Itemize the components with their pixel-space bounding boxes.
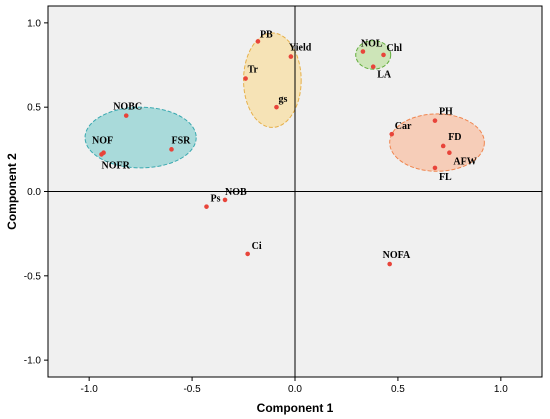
point-label-ph: PH	[439, 107, 453, 118]
point-ph	[432, 118, 438, 123]
point-label-nol: NOL	[361, 39, 383, 50]
point-label-nof: NOF	[92, 136, 113, 147]
point-ci	[245, 251, 250, 257]
point-label-fl: FL	[439, 172, 452, 183]
x-tick-label: -0.5	[183, 384, 201, 395]
y-axis-title: Component 2	[5, 153, 19, 230]
point-fd	[440, 143, 446, 149]
point-label-nobc: NOBC	[113, 102, 142, 113]
cluster-ellipse-1	[84, 106, 197, 169]
point-label-fsr: FSR	[172, 135, 192, 146]
point-label-afw: AFW	[453, 157, 476, 168]
point-fsr	[169, 147, 174, 152]
point-label-tr: Tr	[248, 65, 259, 76]
y-tick-label: 1.0	[27, 18, 41, 29]
x-tick-label: -1.0	[81, 384, 99, 395]
point-gs	[274, 104, 279, 110]
x-axis-title: Component 1	[257, 401, 334, 415]
cluster-ellipse-3	[355, 40, 392, 70]
point-nofr	[99, 152, 104, 157]
point-label-pb: PB	[260, 29, 273, 40]
point-label-fd: FD	[448, 132, 461, 143]
point-label-ci: Ci	[252, 241, 262, 252]
cluster-ellipse-4	[389, 113, 485, 172]
cluster-ellipse-2	[243, 32, 302, 128]
y-tick-label: 0.5	[27, 103, 41, 114]
point-label-chl: Chl	[387, 43, 403, 54]
point-label-nob: NOB	[225, 187, 247, 198]
point-fl	[432, 165, 438, 171]
y-tick-label: 0.0	[27, 187, 41, 198]
y-tick-label: -0.5	[24, 271, 42, 282]
point-label-yield: Yield	[289, 43, 312, 54]
point-nobc	[123, 113, 129, 118]
point-label-ps: Ps	[210, 194, 220, 205]
point-chl	[381, 52, 386, 58]
x-tick-label: 0.5	[391, 384, 405, 395]
point-tr	[243, 76, 248, 81]
point-pb	[255, 39, 261, 44]
y-axis-ticks: -1.0 -0.5 0.0 0.5 1.0	[24, 18, 48, 367]
point-label-nofr: NOFR	[102, 160, 131, 171]
point-yield	[288, 54, 294, 59]
point-la	[370, 64, 376, 70]
point-car	[389, 131, 395, 137]
point-label-car: Car	[395, 121, 412, 132]
data-points: PB Yield Tr gs NOL Chl LA NOBC FSR NOF NOFR Car PH FD…	[92, 29, 477, 267]
point-nob	[222, 197, 228, 203]
point-label-la: LA	[377, 70, 392, 81]
cluster-ellipses	[84, 32, 485, 172]
point-nol	[360, 49, 366, 54]
y-tick-label: -1.0	[24, 356, 42, 367]
x-tick-label: 1.0	[494, 384, 508, 395]
x-tick-label: 0.0	[288, 384, 302, 395]
point-label-gs: gs	[278, 94, 287, 105]
x-axis-ticks: -1.0 -0.5 0.0 0.5 1.0	[81, 377, 508, 395]
point-ps	[204, 204, 209, 209]
point-afw	[447, 150, 452, 156]
point-label-nofa: NOFA	[383, 250, 411, 261]
point-nofa	[387, 261, 392, 267]
